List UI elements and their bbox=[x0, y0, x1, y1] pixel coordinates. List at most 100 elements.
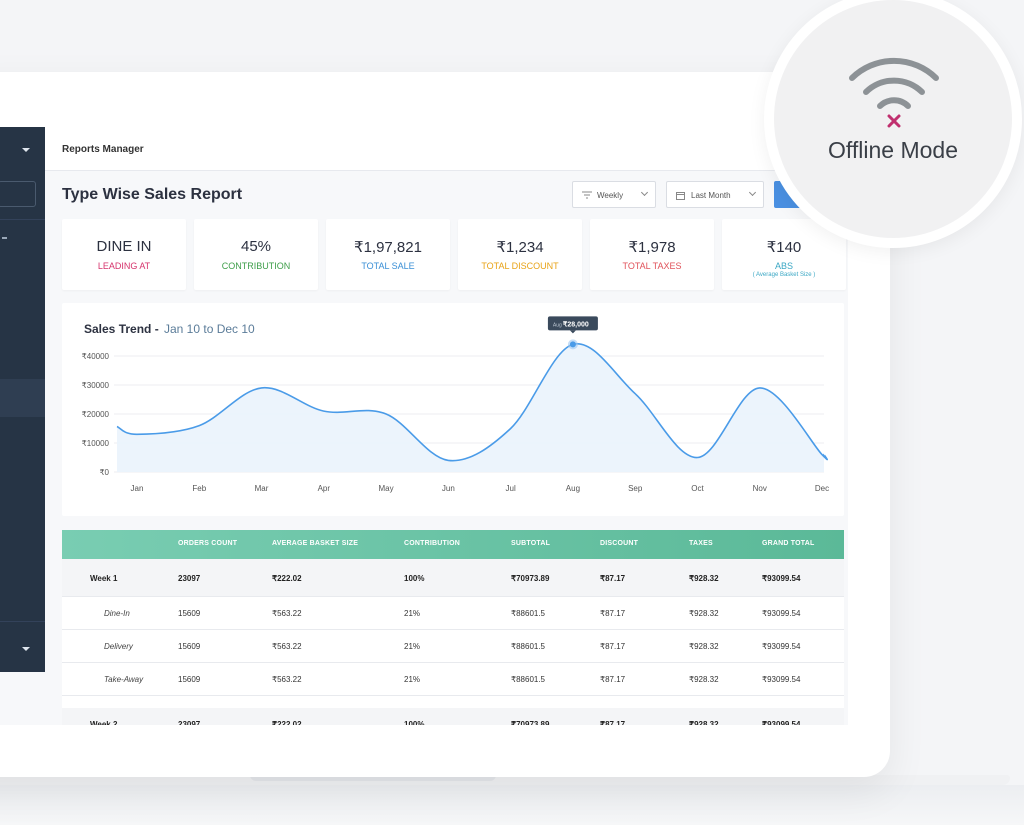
x-tick-label: Jan bbox=[131, 484, 144, 493]
sidebar-item-active[interactable] bbox=[0, 379, 45, 417]
table-cell: ₹87.17 bbox=[600, 642, 626, 651]
table-cell: 23097 bbox=[178, 574, 201, 583]
tooltip-arrow bbox=[569, 330, 576, 334]
kpi-label: TOTAL TAXES bbox=[622, 261, 682, 271]
kpi-value: ₹1,978 bbox=[628, 239, 676, 256]
kpi-card-total-taxes: ₹1,978 TOTAL TAXES bbox=[590, 219, 714, 290]
table-cell: 15609 bbox=[178, 642, 201, 651]
table-cell: ₹93099.54 bbox=[762, 574, 801, 583]
table-cell: ₹93099.54 bbox=[762, 720, 801, 725]
x-tick-label: Jun bbox=[442, 484, 455, 493]
x-tick-label: May bbox=[379, 484, 394, 493]
table-cell: ₹928.32 bbox=[689, 574, 719, 583]
table-cell: 21% bbox=[404, 642, 421, 651]
date-range-value: Last Month bbox=[691, 191, 731, 200]
x-tick-label: Mar bbox=[255, 484, 269, 493]
kpi-card-leading: DINE IN LEADING AT bbox=[62, 219, 186, 290]
table-cell: ₹87.17 bbox=[600, 574, 626, 583]
kpi-value: 45% bbox=[240, 238, 272, 255]
offline-mode-badge: Offline Mode bbox=[764, 0, 1022, 248]
table-cell: ₹563.22 bbox=[272, 609, 302, 618]
table-row[interactable]: Week 1 23097 ₹222.02 100% ₹70973.89 ₹87.17 ₹92… bbox=[62, 559, 844, 597]
table-cell: ₹928.32 bbox=[689, 720, 719, 725]
period-dropdown-value: Weekly bbox=[597, 191, 624, 200]
x-tick-label: Feb bbox=[192, 484, 206, 493]
table-row[interactable]: Dine-In 15609 ₹563.22 21% ₹88601.5 ₹87.17 ₹928… bbox=[62, 597, 844, 630]
kpi-label: LEADING AT bbox=[97, 261, 151, 271]
chart-title: Sales Trend - bbox=[84, 322, 159, 336]
kpi-label: TOTAL SALE bbox=[361, 261, 415, 271]
row-label: Week 2 bbox=[90, 720, 118, 725]
x-tick-label: Sep bbox=[628, 484, 643, 493]
table-cell: ₹70973.89 bbox=[511, 574, 550, 583]
kpi-card-abs: ₹140 ABS ( Average Basket Size ) bbox=[722, 219, 846, 290]
app-screen: Reports Manager Type Wise Sales Report W… bbox=[0, 127, 848, 725]
table-cell: 100% bbox=[404, 574, 425, 583]
column-header[interactable]: SUBTOTAL bbox=[511, 540, 551, 547]
table-cell: ₹928.32 bbox=[689, 609, 719, 618]
table-cell: ₹87.17 bbox=[600, 675, 626, 684]
tooltip-box bbox=[547, 316, 598, 331]
table-cell: ₹222.02 bbox=[272, 574, 302, 583]
table-cell: 15609 bbox=[178, 609, 201, 618]
table-cell: ₹222.02 bbox=[272, 720, 302, 725]
sidebar-search-input[interactable] bbox=[0, 181, 36, 207]
column-header[interactable]: GRAND TOTAL bbox=[762, 540, 815, 547]
x-tick-label: Apr bbox=[318, 484, 331, 493]
table-cell: ₹88601.5 bbox=[511, 642, 546, 651]
row-label: Take-Away bbox=[104, 675, 144, 684]
x-tick-label: Dec bbox=[815, 484, 829, 493]
y-tick-label: ₹40000 bbox=[82, 352, 110, 361]
table-row[interactable]: Week 2 23097 ₹222.02 100% ₹70973.89 ₹87.17 ₹92… bbox=[62, 708, 844, 725]
column-header[interactable]: CONTRIBUTION bbox=[404, 540, 461, 547]
page-title: Type Wise Sales Report bbox=[62, 186, 243, 203]
table-cell: ₹88601.5 bbox=[511, 675, 546, 684]
wifi-off-icon bbox=[849, 57, 939, 128]
table-cell: ₹87.17 bbox=[600, 720, 626, 725]
table-cell: ₹88601.5 bbox=[511, 609, 546, 618]
kpi-sublabel: ( Average Basket Size ) bbox=[752, 272, 816, 278]
table-cell: ₹70973.89 bbox=[511, 720, 550, 725]
x-tick-label: Oct bbox=[691, 484, 704, 493]
column-header[interactable]: ORDERS COUNT bbox=[178, 540, 238, 547]
table-cell: ₹563.22 bbox=[272, 675, 302, 684]
column-header[interactable]: TAXES bbox=[689, 540, 713, 547]
table-row[interactable]: Take-Away 15609 ₹563.22 21% ₹88601.5 ₹87.17 ₹9… bbox=[62, 663, 844, 696]
sidebar-top-dropdown-caret[interactable] bbox=[22, 148, 30, 152]
sidebar-divider bbox=[0, 621, 45, 622]
kpi-value: DINE IN bbox=[96, 238, 152, 255]
calendar-icon bbox=[676, 192, 685, 200]
row-label: Dine-In bbox=[104, 609, 130, 618]
table-cell: ₹93099.54 bbox=[762, 642, 801, 651]
x-tick-label: Jul bbox=[506, 484, 516, 493]
period-dropdown[interactable]: Weekly bbox=[572, 181, 656, 208]
laptop-notch bbox=[250, 775, 496, 781]
x-tick-label: Nov bbox=[753, 484, 767, 493]
sidebar-bullet bbox=[2, 237, 7, 239]
highlight-point bbox=[569, 341, 576, 348]
floor-shadow bbox=[0, 785, 1024, 825]
kpi-label: CONTRIBUTION bbox=[221, 261, 291, 271]
kpi-value: ₹1,97,821 bbox=[354, 239, 422, 256]
column-header[interactable]: AVERAGE BASKET SIZE bbox=[272, 540, 359, 547]
tooltip-value: ₹28,000 bbox=[563, 320, 589, 328]
row-label: Delivery bbox=[104, 642, 133, 651]
sales-table: ORDERS COUNT AVERAGE BASKET SIZE CONTRIBUT… bbox=[62, 530, 844, 725]
y-tick-label: ₹10000 bbox=[82, 439, 110, 448]
column-header[interactable]: DISCOUNT bbox=[600, 540, 639, 547]
table-cell: ₹928.32 bbox=[689, 675, 719, 684]
sales-trend-line bbox=[116, 343, 829, 462]
kpi-label: TOTAL DISCOUNT bbox=[481, 261, 559, 271]
y-tick-label: ₹20000 bbox=[82, 410, 110, 419]
row-label: Week 1 bbox=[90, 574, 118, 583]
sidebar-bottom-dropdown-caret[interactable] bbox=[22, 647, 30, 651]
kpi-card-contribution: 45% CONTRIBUTION bbox=[194, 219, 318, 290]
table-cell: ₹928.32 bbox=[689, 642, 719, 651]
sales-trend-card: ₹0 ₹10000 ₹20000 ₹30000 ₹40000 Jan Feb Mar Apr Ma… bbox=[62, 303, 844, 516]
breadcrumb[interactable]: Reports Manager bbox=[62, 144, 144, 155]
table-row[interactable]: Delivery 15609 ₹563.22 21% ₹88601.5 ₹87.17 ₹92… bbox=[62, 630, 844, 663]
date-range-dropdown[interactable]: Last Month bbox=[666, 181, 764, 208]
sidebar-divider bbox=[0, 219, 45, 220]
chart-subtitle: Jan 10 to Dec 10 bbox=[164, 322, 255, 336]
y-tick-label: ₹30000 bbox=[82, 381, 110, 390]
